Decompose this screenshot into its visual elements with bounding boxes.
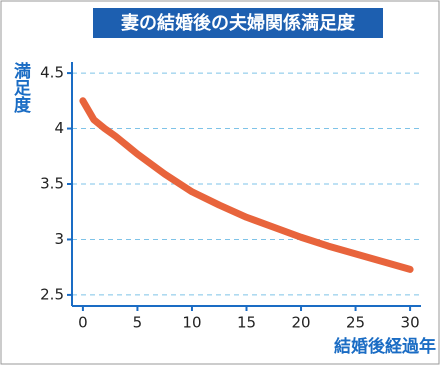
- y-tick-label: 4.5: [40, 64, 64, 82]
- y-axis-label: 満足度: [10, 61, 31, 114]
- x-axis-label: 結婚後経過年: [334, 336, 436, 357]
- y-tick-label: 3.5: [40, 175, 64, 193]
- x-tick-label: 20: [291, 314, 310, 332]
- x-tick-label: 5: [133, 314, 143, 332]
- x-tick-label: 10: [182, 314, 201, 332]
- x-tick-label: 0: [78, 314, 88, 332]
- x-tick-label: 25: [346, 314, 365, 332]
- y-tick-label: 3: [54, 230, 64, 248]
- x-tick-label: 15: [237, 314, 256, 332]
- y-tick-label: 4: [54, 119, 64, 137]
- data-line: [79, 97, 414, 273]
- y-tick-label: 2.5: [40, 285, 64, 303]
- x-tick-label: 30: [401, 314, 420, 332]
- title-box: [93, 8, 383, 38]
- chart-title: 妻の結婚後の夫婦関係満足度: [121, 12, 356, 34]
